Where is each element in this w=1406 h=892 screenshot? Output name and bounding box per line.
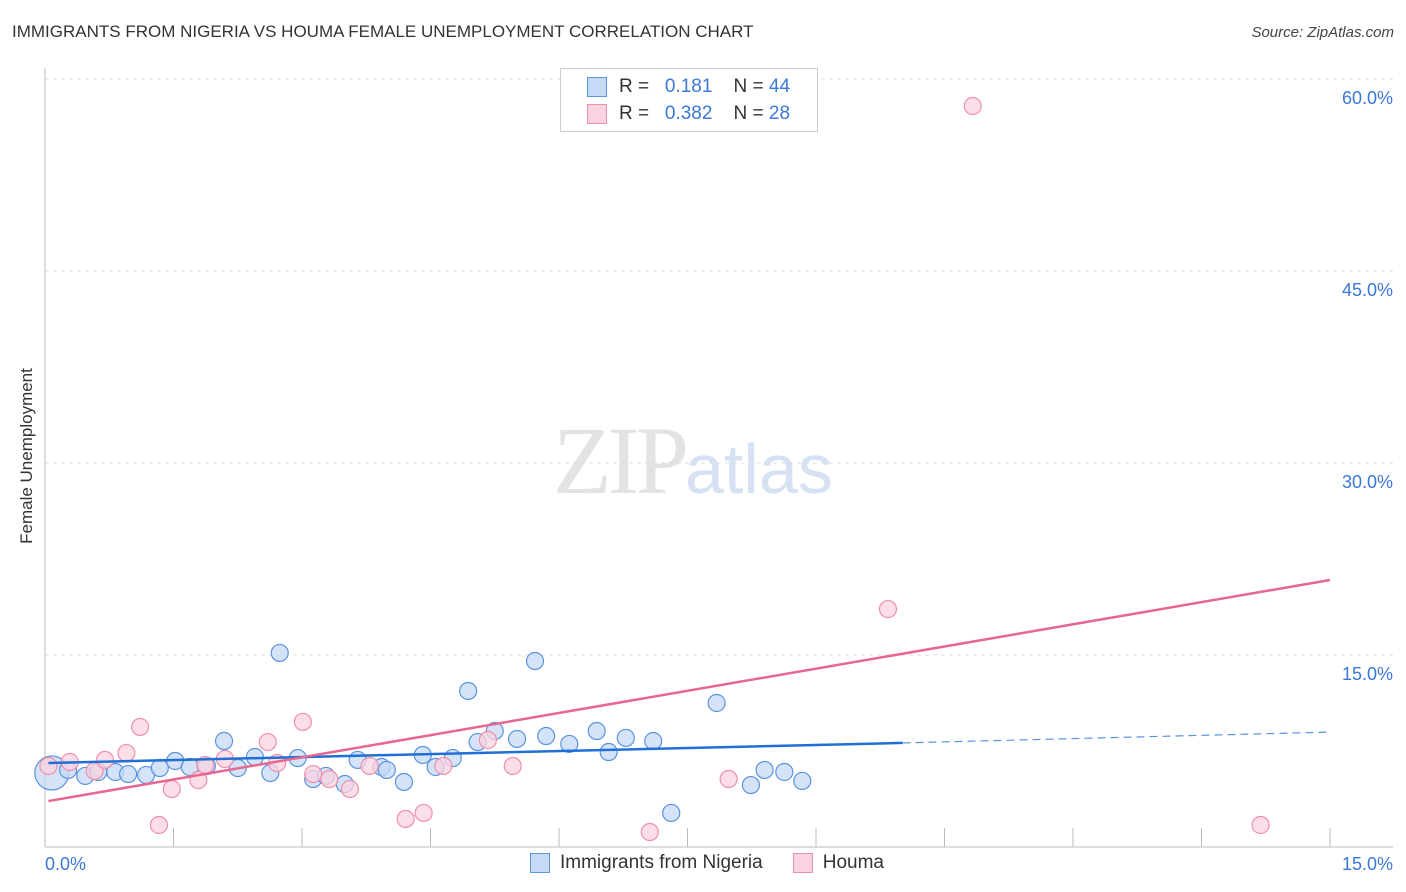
trend-line-nigeria xyxy=(48,741,903,765)
data-point xyxy=(258,732,277,752)
data-point xyxy=(507,729,527,749)
data-point xyxy=(118,764,138,784)
data-point xyxy=(130,717,150,737)
watermark: ZIPatlas xyxy=(553,407,833,514)
data-point xyxy=(162,779,181,799)
data-point xyxy=(459,681,478,701)
x-tick-label: 0.0% xyxy=(45,854,86,874)
data-point xyxy=(95,750,115,770)
y-tick-label: 30.0% xyxy=(1342,472,1393,492)
data-point xyxy=(793,771,812,791)
data-point xyxy=(525,651,545,671)
data-point xyxy=(377,760,396,780)
data-point xyxy=(644,731,663,751)
data-point xyxy=(878,599,898,619)
data-point xyxy=(293,712,312,732)
legend-label: Immigrants from Nigeria xyxy=(560,852,763,873)
n-value: 28 xyxy=(768,103,791,124)
data-point xyxy=(360,756,379,776)
legend-item-houma[interactable]: Houma xyxy=(792,852,884,874)
n-label: N = xyxy=(733,103,764,124)
data-point xyxy=(304,764,323,784)
data-point xyxy=(599,742,618,762)
data-point xyxy=(320,769,339,789)
legend-swatch-pink xyxy=(587,104,607,124)
data-point xyxy=(741,775,760,795)
r-value: 0.181 xyxy=(664,76,713,97)
data-point xyxy=(150,758,169,778)
data-point xyxy=(775,762,794,782)
data-point xyxy=(340,779,360,799)
r-label: R = xyxy=(619,76,650,97)
r-label: R = xyxy=(619,103,650,124)
y-tick-label: 15.0% xyxy=(1342,664,1393,684)
data-point xyxy=(394,772,414,792)
trend-line-houma xyxy=(48,578,1331,803)
data-point xyxy=(434,756,453,776)
data-point xyxy=(149,815,169,835)
data-point xyxy=(270,643,289,663)
chart-title: IMMIGRANTS FROM NIGERIA VS HOUMA FEMALE … xyxy=(12,22,754,41)
data-point xyxy=(503,756,522,776)
y-tick-label: 60.0% xyxy=(1342,88,1393,108)
data-point xyxy=(963,96,982,116)
data-point xyxy=(560,734,579,754)
n-label: N = xyxy=(733,76,764,97)
x-tick-label: 15.0% xyxy=(1342,854,1393,874)
n-value: 44 xyxy=(768,76,791,97)
data-point xyxy=(214,731,234,751)
legend-label: Houma xyxy=(822,852,884,873)
source-label: Source: ZipAtlas.com xyxy=(1251,24,1394,41)
data-point xyxy=(117,743,136,763)
legend-swatch-blue xyxy=(530,853,550,873)
data-point xyxy=(39,756,58,776)
data-point xyxy=(662,803,681,823)
stats-legend: R = 0.181 N = 44 R = 0.382 N = 28 xyxy=(560,68,818,132)
data-point xyxy=(640,822,659,842)
data-point xyxy=(537,726,556,746)
data-point xyxy=(587,721,606,741)
data-point xyxy=(396,809,415,829)
data-point xyxy=(414,803,433,823)
legend-swatch-blue xyxy=(587,77,607,97)
legend-item-nigeria[interactable]: Immigrants from Nigeria xyxy=(530,852,763,874)
r-value: 0.382 xyxy=(664,103,713,124)
legend-row-houma: R = 0.382 N = 28 xyxy=(587,102,790,126)
data-point xyxy=(719,769,738,789)
data-point xyxy=(707,693,726,713)
legend-row-nigeria: R = 0.181 N = 44 xyxy=(587,75,790,99)
trend-line-nigeria-extension xyxy=(902,731,1331,744)
series-legend: Immigrants from Nigeria Houma xyxy=(530,852,884,874)
data-point xyxy=(616,728,635,748)
data-point xyxy=(1251,815,1270,835)
data-point xyxy=(755,760,774,780)
data-point xyxy=(478,730,497,750)
legend-swatch-pink xyxy=(792,853,813,873)
y-tick-label: 45.0% xyxy=(1342,280,1393,300)
